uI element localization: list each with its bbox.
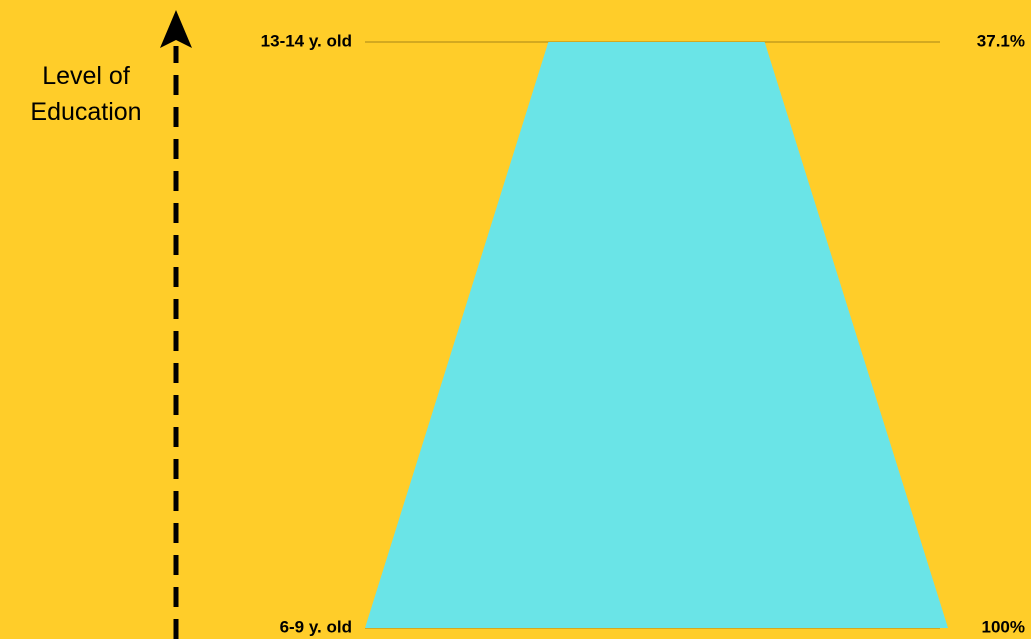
axis-label: Level of Education [30, 62, 142, 126]
funnel-shape [365, 42, 948, 628]
value-label: 100% [982, 617, 1025, 636]
axis-arrow-head [160, 10, 192, 48]
category-label: 6-9 y. old [280, 617, 352, 636]
category-label: 13-14 y. old [261, 31, 352, 50]
value-label: 37.1% [977, 31, 1025, 50]
